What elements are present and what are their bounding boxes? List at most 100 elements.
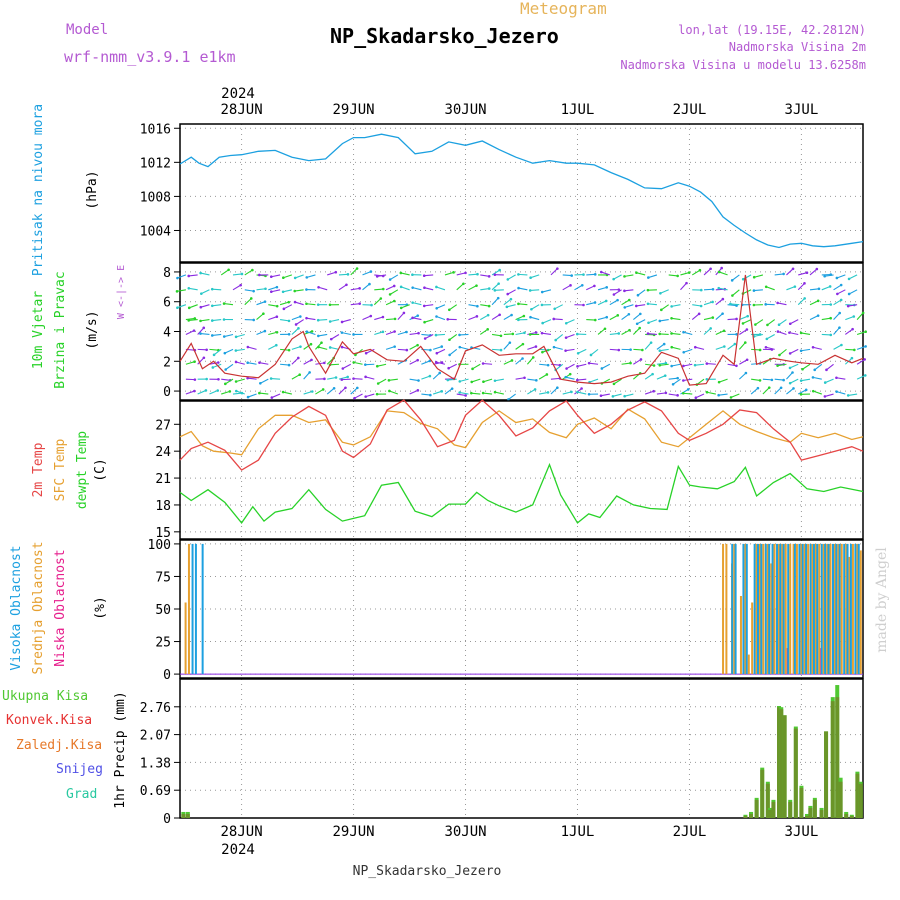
wind-arrow-head <box>434 360 438 364</box>
wind-arrow <box>542 319 552 324</box>
high-cloud-bar <box>849 543 852 675</box>
wind-arrow <box>294 301 304 306</box>
wind-arrow-head <box>546 363 550 367</box>
wind-arrow <box>755 319 764 325</box>
wind-arrow <box>448 304 458 311</box>
wind-arrow <box>515 358 523 365</box>
wind-arrow <box>538 374 548 380</box>
wind-arrow-head <box>852 315 856 318</box>
wind-arrow <box>680 388 689 395</box>
wind-arrow-head <box>287 363 291 367</box>
mid-cloud-bar <box>792 543 795 675</box>
wind-arrow-head <box>582 303 585 307</box>
conv-precip-bar <box>812 799 817 818</box>
conv-precip-bar <box>771 801 776 818</box>
high-cloud-bar <box>734 543 737 675</box>
wind-arrow-head <box>682 364 685 368</box>
x-tick-label: 3JUL <box>785 824 819 840</box>
wind-arrow-head <box>270 396 274 399</box>
wind-arrow-head <box>508 341 512 344</box>
wind-arrow <box>809 268 818 276</box>
conv-precip-bar <box>788 801 793 818</box>
conv-precip-bar <box>743 815 748 818</box>
mid-cloud-bar <box>826 543 829 675</box>
wind-arrow-head <box>758 348 762 352</box>
wind-arrow <box>797 282 805 291</box>
wind-arrow-head <box>393 317 397 321</box>
wind-arrow <box>738 342 746 350</box>
wind-arrow <box>341 332 351 336</box>
wind-arrow-head <box>328 303 332 307</box>
wind-arrow-head <box>448 338 451 342</box>
wind-arrow <box>555 334 564 341</box>
wind-arrow <box>848 304 858 307</box>
wind-arrow-head <box>496 296 500 300</box>
wind-arrow <box>786 372 793 380</box>
wind-arrow-head <box>570 274 573 277</box>
y-tick-label: 1016 <box>140 122 171 137</box>
mid-cloud-bar <box>778 543 781 675</box>
wind-arrow-head <box>617 332 621 335</box>
wind-arrow <box>350 268 358 276</box>
wind-arrow-head <box>593 284 596 288</box>
year-top: 2024 <box>221 86 255 102</box>
wind-arrow-head <box>346 375 349 379</box>
wind-arrow <box>613 289 622 295</box>
wind-arrow-head <box>505 305 509 309</box>
wind-arrow-head <box>617 348 621 352</box>
high-cloud-bar <box>832 543 835 675</box>
wind-arrow <box>786 268 794 276</box>
wind-arrow <box>185 317 195 321</box>
high-cloud-bar <box>824 543 827 675</box>
wind-arrow <box>377 378 387 384</box>
total-precip-bar <box>805 813 810 818</box>
wind-arrow-head <box>263 329 267 333</box>
wind-arrow <box>503 333 513 336</box>
y-tick-label: 50 <box>155 603 171 618</box>
wind-arrow-head <box>612 382 616 386</box>
wind-arrow <box>294 274 304 279</box>
wind-arrow <box>283 274 293 279</box>
wind-arrow-head <box>252 318 256 322</box>
wind-arrow-head <box>617 288 621 291</box>
wind-arrow-head <box>570 390 573 394</box>
wind-arrow-head <box>652 389 655 393</box>
wind-arrow-head <box>471 367 474 371</box>
wind-arrow-head <box>249 297 253 300</box>
wind-arrow <box>562 274 572 277</box>
wind-arrow-head <box>587 361 591 365</box>
wind-arrow <box>318 333 328 337</box>
wind-arrow <box>801 378 811 382</box>
wind-arrow <box>506 304 516 308</box>
wind-arrow-head <box>556 386 559 390</box>
wind-arrow <box>566 363 575 370</box>
wind-arrow-head <box>199 271 202 275</box>
wind-arrow <box>424 319 434 323</box>
wind-arrow-head <box>646 302 650 306</box>
x-tick-label: 2JUL <box>673 824 707 840</box>
wind-arrow <box>609 332 619 336</box>
wind-arrow-field <box>175 266 867 401</box>
high-cloud-bar <box>805 543 808 675</box>
wind-arrow <box>777 302 787 306</box>
wind-arrow <box>494 378 504 382</box>
wind-arrow-head <box>735 364 738 368</box>
wind-arrow-head <box>438 371 442 375</box>
dewpoint-line <box>179 462 864 524</box>
footer-station: NP_Skadarsko_Jezero <box>353 864 502 879</box>
wind-arrow-head <box>222 302 226 305</box>
wind-arrow <box>373 298 382 306</box>
wind-arrow <box>306 274 316 278</box>
wind-arrow-head <box>506 292 510 296</box>
wind-arrow <box>656 375 666 380</box>
wind-arrow-head <box>358 302 361 305</box>
wind-arrow <box>659 363 669 366</box>
wind-arrow <box>574 284 583 291</box>
wind-arrow <box>621 329 630 335</box>
wind-arrow <box>271 393 281 399</box>
wind-arrow-head <box>754 323 757 326</box>
wind-arrow-head <box>364 363 367 366</box>
wind-arrow-head <box>662 342 666 346</box>
wind-arrow-head <box>476 272 479 276</box>
wind-arrow-head <box>352 361 356 364</box>
